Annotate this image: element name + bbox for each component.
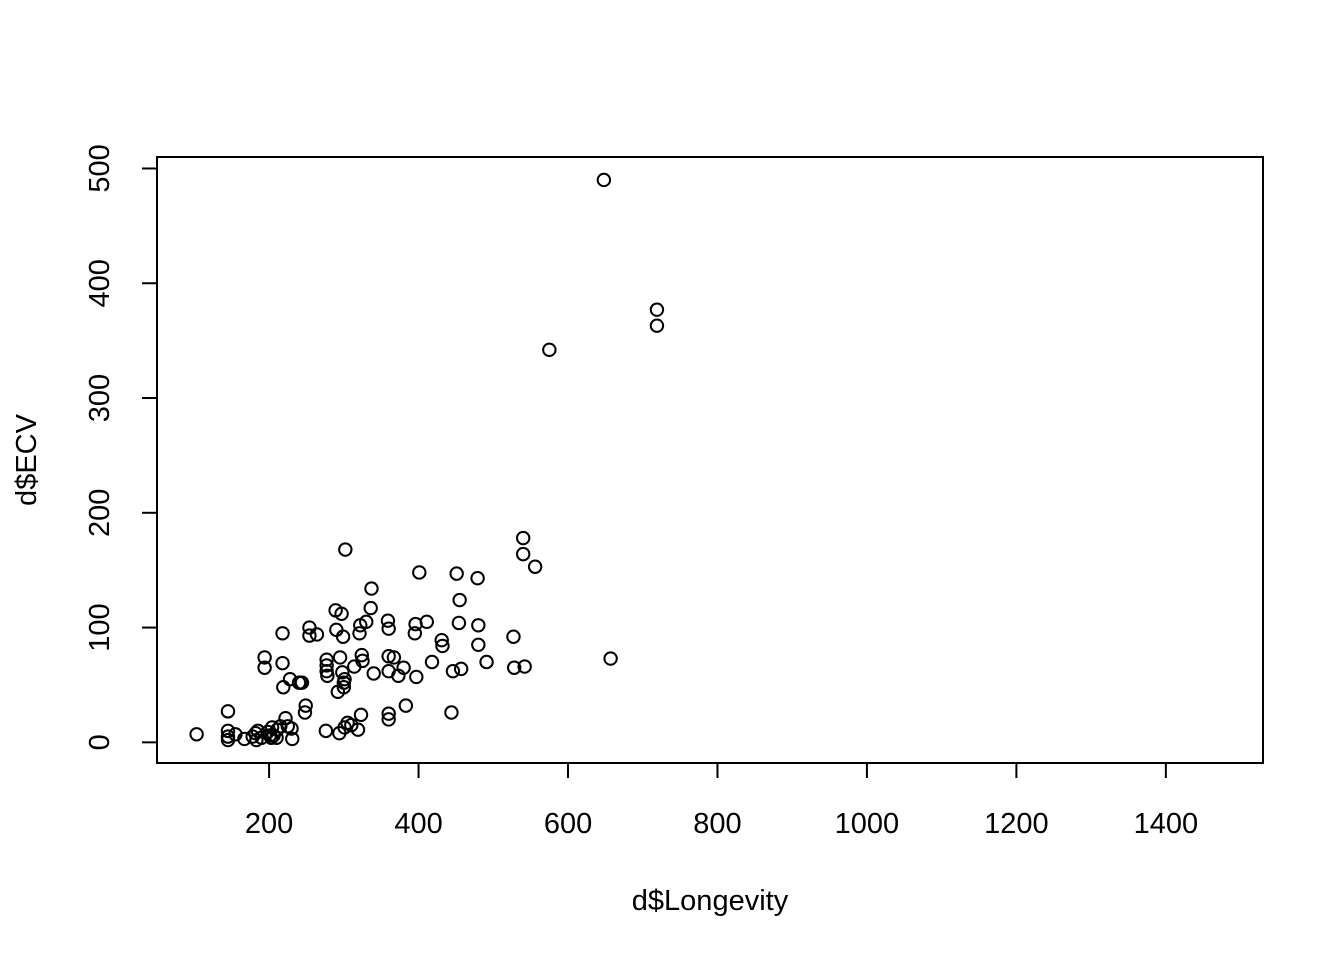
data-point: [381, 649, 396, 664]
data-point: [336, 680, 352, 695]
data-point: [366, 666, 381, 681]
data-point: [452, 592, 467, 608]
data-point: [189, 727, 204, 742]
data-point: [320, 668, 335, 683]
data-point: [298, 698, 313, 713]
data-point: [407, 626, 423, 641]
x-tick-label: 600: [544, 808, 592, 840]
x-tick-label: 800: [693, 808, 741, 840]
data-point: [337, 672, 352, 687]
y-tick-label: 500: [84, 144, 116, 192]
data-point: [409, 669, 424, 685]
y-tick-label: 0: [84, 734, 116, 750]
data-point: [318, 723, 334, 739]
data-point: [451, 615, 467, 631]
data-point: [381, 712, 396, 727]
data-point: [359, 614, 374, 630]
data-point: [319, 658, 334, 673]
data-point: [471, 618, 486, 633]
data-point: [275, 626, 290, 641]
data-point: [479, 654, 494, 670]
data-point: [453, 661, 469, 677]
data-point: [278, 711, 293, 726]
data-point: [542, 342, 557, 358]
data-point: [470, 571, 485, 586]
y-tick-label: 400: [84, 259, 116, 307]
data-point: [381, 621, 396, 636]
data-point: [363, 600, 378, 616]
y-tick-label: 300: [84, 374, 116, 422]
data-point: [275, 655, 290, 671]
data-point: [354, 647, 369, 663]
data-point: [294, 675, 310, 690]
x-tick-label: 1000: [835, 808, 900, 840]
x-axis-title: d$Longevity: [632, 885, 789, 917]
x-tick-label: 200: [245, 808, 293, 840]
data-point: [276, 680, 291, 695]
data-point: [297, 705, 313, 720]
data-point: [603, 651, 618, 666]
x-tick-label: 400: [394, 808, 442, 840]
y-axis: 0 100 200 300 400 500: [84, 144, 158, 750]
data-points: [189, 172, 665, 748]
data-point: [338, 542, 353, 557]
data-point: [381, 706, 396, 721]
data-point: [350, 722, 366, 737]
data-point: [352, 626, 367, 641]
data-point: [285, 731, 300, 747]
data-point: [517, 659, 532, 674]
data-point: [257, 660, 272, 675]
data-point: [649, 302, 665, 317]
data-point: [444, 705, 459, 720]
data-point: [220, 723, 236, 739]
data-point: [449, 566, 464, 581]
data-point: [257, 650, 272, 665]
data-point: [419, 614, 434, 630]
data-point: [302, 628, 317, 643]
data-point: [445, 663, 461, 679]
y-axis-title: d$ECV: [11, 413, 43, 506]
y-tick-label: 100: [84, 603, 116, 651]
data-point: [284, 721, 299, 736]
data-point: [386, 650, 402, 665]
data-point: [380, 613, 396, 628]
data-point: [353, 707, 369, 722]
data-point: [649, 318, 665, 333]
x-axis: 200 400 600 800 1000 1200 1400: [245, 762, 1199, 840]
data-point: [396, 660, 411, 675]
data-point: [515, 546, 531, 562]
data-point: [335, 665, 350, 680]
data-point: [334, 606, 349, 621]
data-point: [527, 559, 543, 574]
data-point: [424, 654, 440, 670]
data-point: [332, 650, 348, 665]
x-tick-label: 1200: [984, 808, 1049, 840]
data-point: [506, 629, 521, 644]
data-point: [335, 629, 351, 644]
data-point: [515, 530, 531, 546]
data-point: [220, 704, 236, 719]
data-point: [250, 723, 266, 739]
data-point: [435, 638, 450, 654]
x-tick-label: 1400: [1134, 808, 1199, 840]
data-point: [398, 698, 414, 713]
y-tick-label: 200: [84, 489, 116, 537]
data-point: [471, 637, 486, 652]
data-point: [507, 660, 522, 675]
data-point: [355, 653, 370, 669]
data-point: [596, 172, 612, 188]
data-point: [364, 581, 379, 596]
data-point: [309, 627, 325, 642]
data-point: [412, 565, 427, 580]
data-point: [434, 632, 449, 648]
